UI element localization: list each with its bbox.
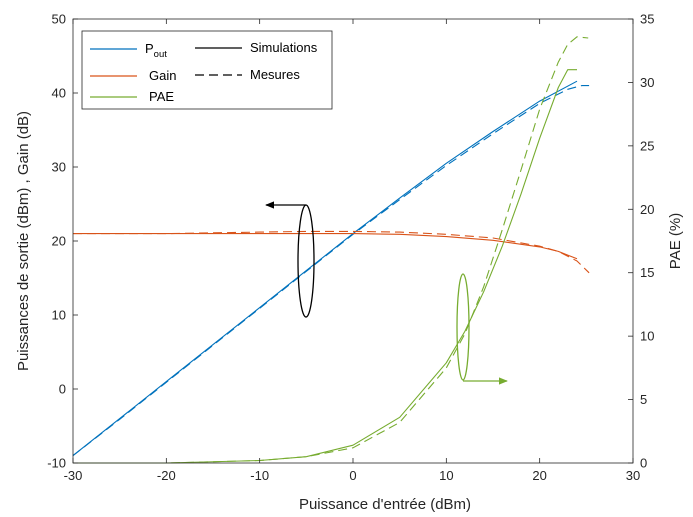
x-axis-label: Puissance d'entrée (dBm) <box>299 496 471 513</box>
y-right-tick-label: 0 <box>640 456 647 471</box>
legend-label-pout: Pout <box>145 41 167 60</box>
y-left-tick-label: 50 <box>52 12 66 27</box>
y-left-tick-label: 10 <box>52 308 66 323</box>
legend-label-pae: PAE <box>149 89 174 104</box>
series-layer <box>72 36 590 464</box>
annotation-ellipse-left <box>297 204 315 318</box>
x-tick-label: 20 <box>532 468 546 483</box>
legend-box <box>81 30 333 110</box>
y-left-tick-label: -10 <box>47 456 66 471</box>
legend-label-gain: Gain <box>149 68 176 83</box>
legend-label-simulations: Simulations <box>250 40 318 55</box>
y-right-tick-label: 20 <box>640 202 654 217</box>
x-tick-label: 30 <box>626 468 640 483</box>
x-tick-label: -30 <box>64 468 83 483</box>
y-left-tick-label: 20 <box>52 234 66 249</box>
y-left-axis-label: Puissances de sortie (dBm) , Gain (dB) <box>15 111 32 371</box>
y-right-tick-label: 25 <box>640 138 654 153</box>
y-right-tick-label: 30 <box>640 75 654 90</box>
x-tick-label: 0 <box>349 468 356 483</box>
x-tick-label: -10 <box>250 468 269 483</box>
annotation-layer <box>265 201 508 385</box>
annotation-ellipse-right <box>456 273 470 381</box>
series-pout-simulations <box>72 80 578 457</box>
legend-pout-sub: out <box>154 49 168 60</box>
series-gain-mesures <box>73 230 590 274</box>
series-pout-mesures <box>72 85 590 457</box>
y-left-tick-label: 0 <box>59 382 66 397</box>
y-right-tick-label: 35 <box>640 12 654 27</box>
y-left-tick-label: 40 <box>52 86 66 101</box>
legend: Pout Gain PAE Simulations Mesures <box>81 30 333 110</box>
series-gain-simulations <box>73 233 578 260</box>
y-left-tick-label: 30 <box>52 160 66 175</box>
y-right-tick-label: 15 <box>640 265 654 280</box>
axes-layer: -30 -20 -10 0 10 20 30 -10 0 10 20 30 40 50 0 5 10 15 20 25… <box>47 12 654 484</box>
series-pae-mesures <box>73 36 589 464</box>
legend-pout-main: P <box>145 41 154 56</box>
y-right-axis-label: PAE (%) <box>667 213 684 269</box>
y-right-tick-label: 5 <box>640 392 647 407</box>
legend-label-mesures: Mesures <box>250 67 300 82</box>
y-right-tick-label: 10 <box>640 329 654 344</box>
x-tick-label: 10 <box>439 468 453 483</box>
x-tick-label: -20 <box>157 468 176 483</box>
